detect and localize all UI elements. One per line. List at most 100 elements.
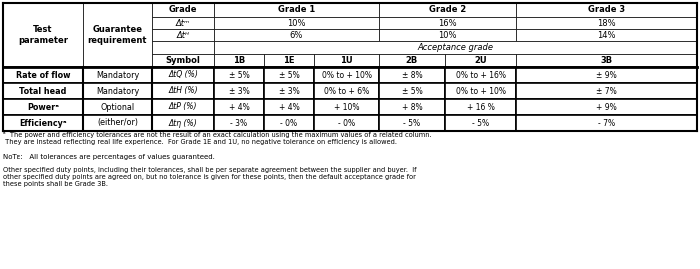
Bar [516,115,697,131]
Bar [264,83,314,99]
Bar [152,17,214,29]
Bar [264,99,314,115]
Text: Other specified duty points, including their tolerances, shall be per separate a: Other specified duty points, including t… [3,167,416,187]
Text: Grade 2: Grade 2 [429,5,466,15]
Text: Δtᴴ: Δtᴴ [176,30,190,40]
Bar [379,17,516,29]
Text: 0% to + 6%: 0% to + 6% [324,87,369,95]
Text: 18%: 18% [597,19,616,27]
Text: Symbol: Symbol [166,56,200,65]
Bar [152,115,214,131]
Text: Mandatory: Mandatory [96,70,139,80]
Text: ΔtQ (%): ΔtQ (%) [168,70,198,80]
Text: Efficiencyᵃ: Efficiencyᵃ [20,119,66,128]
Text: 2U: 2U [474,56,486,65]
Bar [83,99,152,115]
Bar [314,83,379,99]
Text: Total head: Total head [20,87,66,95]
Text: ΔtH (%): ΔtH (%) [168,87,198,95]
Text: ± 9%: ± 9% [596,70,617,80]
Text: ± 7%: ± 7% [596,87,617,95]
Bar [264,115,314,131]
Bar [152,83,214,99]
Bar [516,54,697,67]
Bar [214,83,264,99]
Text: Optional: Optional [100,102,134,111]
Text: - 7%: - 7% [598,119,615,128]
Bar [152,3,214,17]
Bar [83,3,152,67]
Text: + 8%: + 8% [402,102,422,111]
Text: 10%: 10% [438,30,456,40]
Bar [445,83,516,99]
Bar [379,67,445,83]
Bar [314,115,379,131]
Text: 10%: 10% [287,19,306,27]
Text: Grade: Grade [169,5,197,15]
Bar [379,99,445,115]
Text: ± 5%: ± 5% [229,70,249,80]
Text: ᵃ  The power and efficiency tolerances are not the result of an exact calculatio: ᵃ The power and efficiency tolerances ar… [3,132,432,145]
Bar [83,83,152,99]
Bar [83,67,152,83]
Bar [3,83,83,99]
Bar [83,115,152,131]
Text: 6%: 6% [290,30,303,40]
Text: + 9%: + 9% [596,102,617,111]
Bar [214,115,264,131]
Bar [516,67,697,83]
Text: + 4%: + 4% [279,102,300,111]
Text: Grade 3: Grade 3 [588,5,625,15]
Text: + 10%: + 10% [334,102,359,111]
Bar [3,115,83,131]
Bar [264,54,314,67]
Bar [379,115,445,131]
Bar [152,41,214,54]
Bar [516,83,697,99]
Text: 0% to + 10%: 0% to + 10% [321,70,372,80]
Bar [445,99,516,115]
Bar [516,3,697,17]
Text: Rate of flow: Rate of flow [15,70,70,80]
Bar [3,3,83,67]
Text: - 3%: - 3% [230,119,248,128]
Text: Δtᵐ: Δtᵐ [176,19,190,27]
Text: 1U: 1U [340,56,353,65]
Text: Powerᵃ: Powerᵃ [27,102,59,111]
Text: ± 3%: ± 3% [229,87,249,95]
Bar [379,3,516,17]
Bar [379,54,445,67]
Bar [152,67,214,83]
Text: ± 3%: ± 3% [279,87,300,95]
Bar [214,67,264,83]
Text: NᴏTᴇ:   All tolerances are percentages of values guaranteed.: NᴏTᴇ: All tolerances are percentages of … [3,154,215,160]
Text: 2B: 2B [406,56,418,65]
Text: - 5%: - 5% [472,119,489,128]
Text: 1E: 1E [284,56,295,65]
Bar [379,29,516,41]
Text: ΔtP (%): ΔtP (%) [169,102,197,111]
Text: 3B: 3B [601,56,612,65]
Bar [152,99,214,115]
Bar [152,29,214,41]
Bar [516,99,697,115]
Text: ± 8%: ± 8% [402,70,422,80]
Bar [3,67,83,83]
Bar [445,67,516,83]
Bar [214,17,379,29]
Bar [314,99,379,115]
Bar [214,41,697,54]
Text: 1B: 1B [233,56,245,65]
Text: + 16 %: + 16 % [467,102,494,111]
Text: Guarantee
requirement: Guarantee requirement [88,25,147,45]
Text: (either/or): (either/or) [97,119,138,128]
Text: Δtη (%): Δtη (%) [169,119,197,128]
Text: 16%: 16% [438,19,457,27]
Bar [516,17,697,29]
Text: + 4%: + 4% [229,102,249,111]
Text: Grade 1: Grade 1 [278,5,315,15]
Bar [445,115,516,131]
Text: 0% to + 10%: 0% to + 10% [456,87,505,95]
Bar [264,67,314,83]
Text: Mandatory: Mandatory [96,87,139,95]
